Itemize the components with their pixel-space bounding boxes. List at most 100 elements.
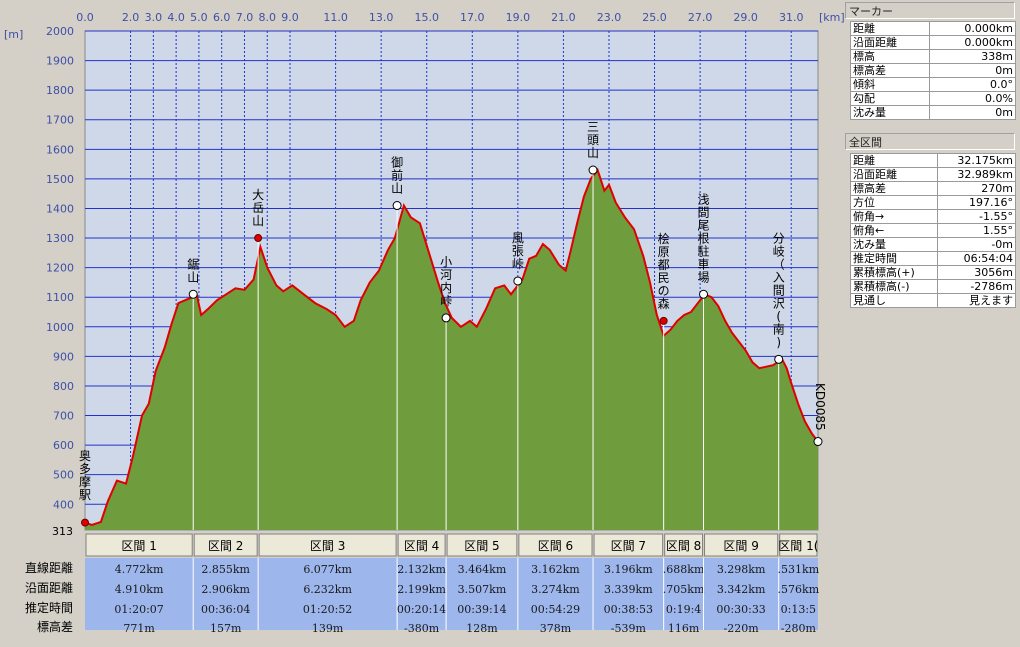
section-header-label: 区間 1( xyxy=(778,539,818,553)
total-label: 俯角← xyxy=(850,223,938,238)
total-value: 1.55° xyxy=(936,223,1017,238)
waypoint-label-char: 森 xyxy=(658,296,670,311)
elevation-profile-chart[interactable]: 0.0 2.0 3.0 4.0 5.0 6.0 7.0 8.0 9.0 11.0 13.0 15.0 1… xyxy=(0,0,845,647)
x-tick-label: 23.0 xyxy=(597,11,622,24)
section-header-label: 区間 2 xyxy=(208,539,243,553)
x-tick-label: 9.0 xyxy=(281,11,299,24)
x-unit-label: [km] xyxy=(819,11,845,24)
y-tick-label: 1400 xyxy=(46,202,74,215)
marker-row: 標高 338m xyxy=(850,49,1017,64)
section-value: 116m xyxy=(668,622,700,635)
waypoint-circle xyxy=(774,354,784,364)
section-data-bg xyxy=(85,558,818,630)
section-row-label: 標高差 xyxy=(37,619,73,634)
marker-label: 沿面距離 xyxy=(850,35,930,50)
section-value: 128m xyxy=(466,622,498,635)
section-row-label: 推定時間 xyxy=(25,600,73,615)
y-tick-label: 700 xyxy=(53,410,74,423)
section-header-cell xyxy=(664,533,704,557)
section-value: 3.298km xyxy=(717,563,766,576)
waypoint-label-char: 三 xyxy=(587,120,599,134)
waypoint-label-char: 前 xyxy=(391,168,403,183)
waypoint-label-char: 大 xyxy=(252,188,264,202)
x-tick-label: 31.0 xyxy=(779,11,804,24)
marker-value: 338m xyxy=(928,49,1017,64)
waypoint-lines xyxy=(192,170,780,530)
x-tick-label: 21.0 xyxy=(551,11,576,24)
section-value: 2.132km xyxy=(397,563,446,576)
total-label: 沿面距離 xyxy=(850,167,938,182)
section-value: 2.199km xyxy=(397,583,446,596)
waypoint-label-char: 峠 xyxy=(440,293,452,308)
x-tick-label: 2.0 xyxy=(122,11,140,24)
section-value: -280m xyxy=(781,622,817,635)
waypoint-label-char: 間 xyxy=(698,205,710,219)
total-value: -2786m xyxy=(936,279,1017,294)
section-value: 3.274km xyxy=(531,583,580,596)
waypoint-dot xyxy=(659,316,668,325)
waypoint-label-char: 峠 xyxy=(512,256,524,271)
total-value: 3056m xyxy=(936,265,1017,280)
waypoint-circle xyxy=(588,165,598,175)
section-header-label: 区間 6 xyxy=(538,539,573,553)
total-value: -1.55° xyxy=(936,209,1017,224)
marker-label: 標高差 xyxy=(850,63,930,78)
total-label: 距離 xyxy=(850,153,938,168)
section-value: 00:20:14 xyxy=(397,603,446,616)
waypoint-label-char: 駐 xyxy=(698,243,710,258)
waypoint-circle xyxy=(699,289,709,299)
y-tick-label: 500 xyxy=(53,469,74,482)
section-value: .576km xyxy=(778,583,820,596)
total-label: 累積標高(+) xyxy=(850,265,938,280)
total-row: 沈み量 -0m xyxy=(850,237,1017,252)
y-tick-label: 1100 xyxy=(46,291,74,304)
waypoint-label-char: 民 xyxy=(658,271,670,285)
total-value: 06:54:04 xyxy=(936,251,1017,266)
total-value: 197.16° xyxy=(936,195,1017,210)
section-value: 0:19:4 xyxy=(666,603,701,616)
total-row: 累積標高(+) 3056m xyxy=(850,265,1017,280)
y-tick-label: 1600 xyxy=(46,143,74,156)
x-tick-label: 25.0 xyxy=(642,11,667,24)
info-panel: マーカー 距離 0.000km 沿面距離 0.000km 標高 338m 標高差 0m 傾斜 0.… xyxy=(845,0,1020,647)
y-tick-label: 400 xyxy=(53,498,74,511)
section-header-label: 区間 3 xyxy=(310,539,345,553)
section-header-label: 区間 5 xyxy=(464,539,499,553)
section-value: .705km xyxy=(663,583,705,596)
marker-table: 距離 0.000km 沿面距離 0.000km 標高 338m 標高差 0m 傾斜 0.0° 勾配 0… xyxy=(850,21,1017,120)
section-row-label: 直線距離 xyxy=(25,560,73,575)
x-tick-label: 3.0 xyxy=(145,11,163,24)
section-value: 3.339km xyxy=(604,583,653,596)
total-label: 見通し xyxy=(850,293,938,308)
marker-row: 沿面距離 0.000km xyxy=(850,35,1017,50)
section-value: 3.342km xyxy=(717,583,766,596)
waypoint-label-char: 尾 xyxy=(698,218,710,232)
x-tick-label: 0.0 xyxy=(76,11,94,24)
waypoint-label-char: 河 xyxy=(440,268,452,282)
total-label: 俯角→ xyxy=(850,209,938,224)
section-value: 01:20:07 xyxy=(114,603,163,616)
total-value: 見えます xyxy=(936,293,1017,308)
y-min-label: 313 xyxy=(52,525,73,538)
section-value: 3.162km xyxy=(531,563,580,576)
waypoint-label-char: 頭 xyxy=(587,133,599,147)
section-value: -539m xyxy=(611,622,647,635)
x-tick-label: 11.0 xyxy=(323,11,348,24)
x-axis-ticks: 0.0 2.0 3.0 4.0 5.0 6.0 7.0 8.0 9.0 11.0 13.0 15.0 1… xyxy=(76,11,803,24)
section-header-label: 区間 1 xyxy=(121,539,156,553)
marker-value: 0.000km xyxy=(928,21,1017,36)
waypoint-dot xyxy=(81,518,89,527)
marker-row: 傾斜 0.0° xyxy=(850,77,1017,92)
waypoint-label-char: 張 xyxy=(512,244,524,258)
marker-row: 距離 0.000km xyxy=(850,21,1017,36)
section-value: 3.507km xyxy=(458,583,507,596)
marker-panel-title: マーカー xyxy=(845,2,1015,19)
waypoint-label-char: 岳 xyxy=(252,201,264,215)
y-axis-ticks: 2000 1900 1800 1700 1600 1500 1400 1300 1200 1100… xyxy=(46,25,74,511)
total-value: -0m xyxy=(936,237,1017,252)
y-tick-label: 1900 xyxy=(46,55,74,68)
section-value: 6.232km xyxy=(303,583,352,596)
total-label: 推定時間 xyxy=(850,251,938,266)
section-value: 01:20:52 xyxy=(303,603,352,616)
